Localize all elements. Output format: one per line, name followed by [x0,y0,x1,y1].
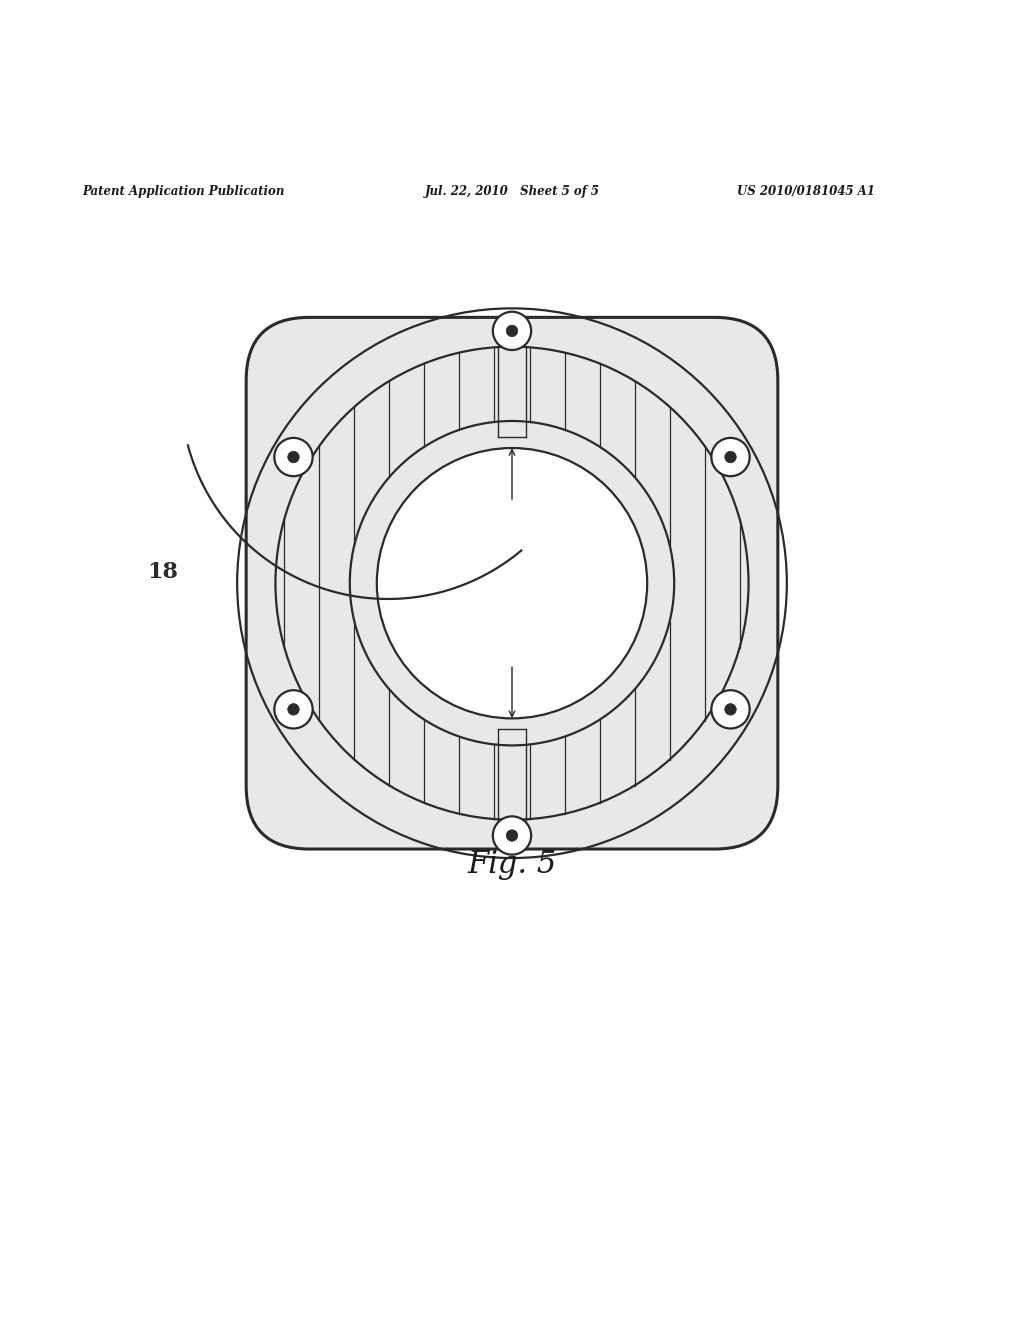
Circle shape [506,830,518,841]
Circle shape [288,704,299,715]
Circle shape [274,690,312,729]
Text: US 2010/0181045 A1: US 2010/0181045 A1 [737,185,876,198]
Circle shape [712,438,750,477]
FancyBboxPatch shape [246,317,778,849]
Text: 18: 18 [147,561,178,583]
Text: Jul. 22, 2010   Sheet 5 of 5: Jul. 22, 2010 Sheet 5 of 5 [425,185,600,198]
Circle shape [377,447,647,718]
Circle shape [493,312,531,350]
Circle shape [506,325,518,337]
Circle shape [725,704,736,715]
Text: Fig. 5: Fig. 5 [467,849,557,880]
Circle shape [712,690,750,729]
Circle shape [288,451,299,463]
Text: Patent Application Publication: Patent Application Publication [82,185,285,198]
Circle shape [493,816,531,854]
Circle shape [725,451,736,463]
Circle shape [274,438,312,477]
